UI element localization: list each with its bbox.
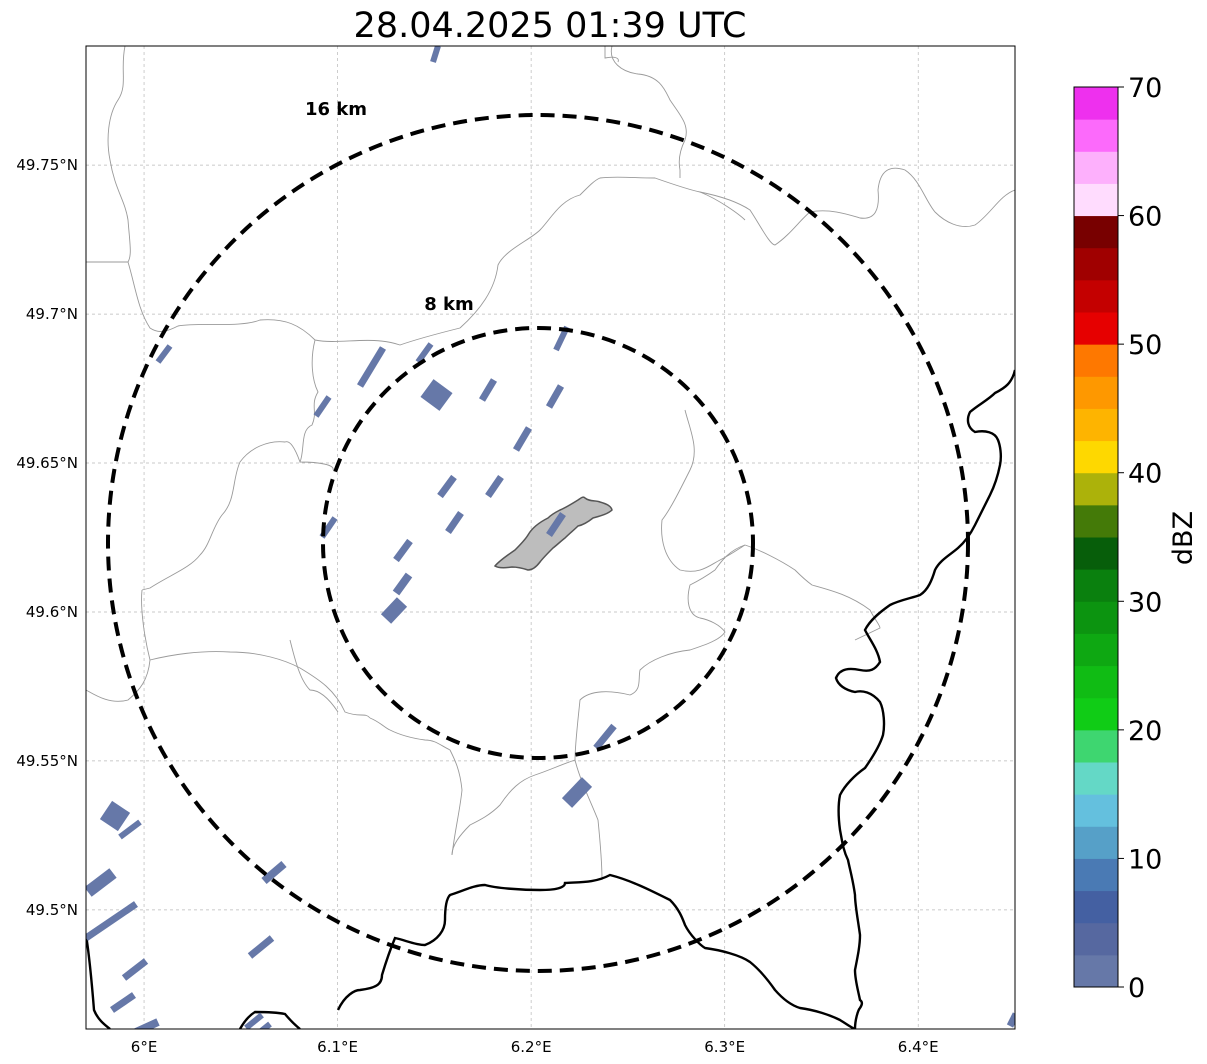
- echo-cell: [485, 475, 504, 498]
- ring-label-16km: 16 km: [305, 99, 367, 120]
- echo-cell: [393, 538, 413, 563]
- colorbar-swatch: [1074, 954, 1118, 988]
- latitude-axis: 49.75°N 49.7°N 49.65°N 49.6°N 49.55°N 49.5°N: [16, 156, 78, 919]
- colorbar-tick-label: 0: [1128, 973, 1145, 1004]
- lat-tick-label: 49.6°N: [26, 603, 78, 621]
- echo-cell: [357, 346, 386, 388]
- echo-cell: [430, 46, 441, 63]
- lon-tick-label: 6.4°E: [898, 1038, 939, 1056]
- colorbar-swatch: [1074, 665, 1118, 699]
- lon-tick-label: 6.2°E: [511, 1038, 552, 1056]
- echo-cell: [110, 992, 136, 1013]
- colorbar-tick-label: 30: [1128, 587, 1162, 618]
- colorbar-swatch: [1074, 344, 1118, 377]
- echo-cell: [99, 800, 131, 832]
- range-ring-16km: [106, 113, 970, 973]
- figure-title: 28.04.2025 01:39 UTC: [354, 6, 747, 46]
- colorbar-swatch: [1074, 312, 1118, 345]
- colorbar-tick-label: 60: [1128, 202, 1162, 233]
- echo-cell: [512, 426, 533, 452]
- colorbar-swatch: [1074, 408, 1118, 442]
- colorbar-swatch: [1074, 279, 1118, 313]
- ring-label-8km: 8 km: [424, 294, 474, 315]
- map-features: [86, 46, 1015, 1029]
- colorbar-swatch: [1074, 215, 1118, 249]
- colorbar-swatch: [1074, 794, 1118, 827]
- lat-tick-label: 49.65°N: [16, 454, 78, 472]
- lat-tick-label: 49.75°N: [16, 156, 78, 174]
- colorbar-frame: [1073, 86, 1119, 988]
- colorbar-swatch: [1074, 826, 1118, 859]
- echo-cell: [380, 597, 408, 624]
- colorbar-swatch: [1074, 858, 1118, 892]
- echo-cell: [415, 342, 434, 364]
- lon-tick-label: 6°E: [131, 1038, 158, 1056]
- echo-cell: [244, 1012, 264, 1029]
- colorbar-swatch: [1074, 183, 1118, 217]
- colorbar-swatch: [1074, 151, 1118, 184]
- longitude-axis: 6°E 6.1°E 6.2°E 6.3°E 6.4°E: [131, 1038, 939, 1056]
- echo-cell: [392, 572, 413, 596]
- lat-tick-label: 49.5°N: [26, 901, 78, 919]
- colorbar-swatch: [1074, 729, 1118, 763]
- colorbar-ticks: 0 10 20 30 40 50 60 70: [1118, 73, 1162, 1004]
- range-ring-8km: [321, 326, 755, 760]
- echo-cell: [86, 901, 138, 941]
- echo-cell: [258, 1021, 272, 1029]
- map-panel: 8 km 16 km 6°E 6.1°E 6.2°E 6.3°E 6.4°E 49.75…: [16, 45, 1016, 1056]
- echo-cell: [121, 958, 149, 981]
- gridlines: [86, 46, 1015, 1029]
- echo-cell: [546, 512, 566, 537]
- colorbar: 0 10 20 30 40 50 60 70 dBZ: [1073, 73, 1199, 1004]
- colorbar-swatch: [1074, 569, 1118, 602]
- lon-tick-label: 6.1°E: [317, 1038, 358, 1056]
- admin-boundaries: [86, 46, 1015, 881]
- echo-cell: [261, 860, 287, 885]
- colorbar-tick-label: 20: [1128, 716, 1162, 747]
- colorbar-swatch: [1074, 472, 1118, 506]
- colorbar-swatch: [1074, 87, 1118, 120]
- echo-cell: [1006, 1012, 1015, 1028]
- colorbar-tick-label: 50: [1128, 330, 1162, 361]
- echo-cell: [134, 1018, 160, 1029]
- colorbar-swatch: [1074, 633, 1118, 667]
- echo-cell: [247, 935, 275, 959]
- echo-cell: [561, 777, 593, 808]
- colorbar-swatch: [1074, 440, 1118, 474]
- echo-cell: [545, 384, 565, 409]
- lon-tick-label: 6.3°E: [704, 1038, 745, 1056]
- colorbar-label: dBZ: [1168, 511, 1199, 565]
- colorbar-swatch: [1074, 601, 1118, 634]
- colorbar-swatch: [1074, 119, 1118, 152]
- colorbar-swatch: [1074, 890, 1118, 924]
- colorbar-swatch: [1074, 697, 1118, 731]
- colorbar-swatch: [1074, 537, 1118, 570]
- echo-cell: [437, 474, 457, 499]
- map-frame: [85, 45, 1016, 1030]
- colorbar-tick-label: 10: [1128, 844, 1162, 875]
- colorbar-swatch: [1074, 376, 1118, 409]
- colorbar-swatch: [1074, 762, 1118, 795]
- lat-tick-label: 49.55°N: [16, 752, 78, 770]
- range-rings: [106, 113, 970, 973]
- colorbar-tick-label: 70: [1128, 73, 1162, 104]
- echo-cell: [593, 723, 617, 751]
- echo-cell: [420, 379, 453, 411]
- colorbar-swatch: [1074, 922, 1118, 956]
- echo-cell: [313, 395, 332, 418]
- echo-cell: [86, 868, 117, 897]
- country-borders: [86, 369, 1015, 1029]
- colorbar-swatch: [1074, 504, 1118, 538]
- echo-cell: [478, 378, 498, 402]
- colorbar-swatches: [1074, 87, 1118, 988]
- echo-cell: [155, 344, 173, 364]
- colorbar-tick-label: 40: [1128, 459, 1162, 490]
- echo-cell: [118, 819, 142, 840]
- lat-tick-label: 49.7°N: [26, 305, 78, 323]
- colorbar-swatch: [1074, 247, 1118, 281]
- echo-cell: [445, 511, 464, 534]
